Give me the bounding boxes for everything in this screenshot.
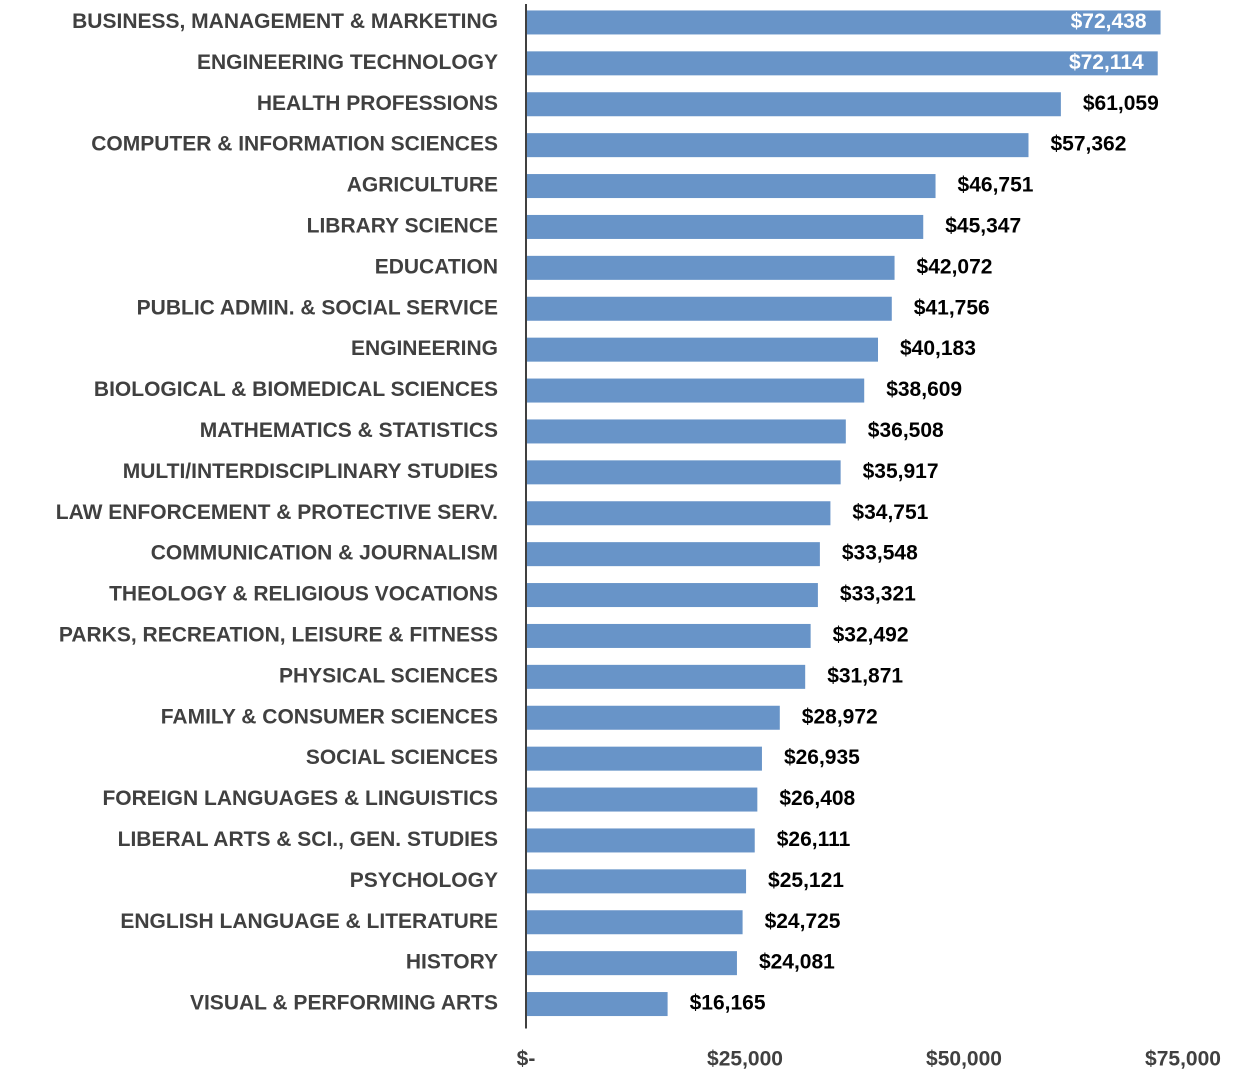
category-label: EDUCATION [375,255,498,278]
bar [526,51,1158,76]
category-label: PSYCHOLOGY [350,869,498,892]
value-label: $57,362 [1050,133,1126,156]
category-label: BUSINESS, MANAGEMENT & MARKETING [72,10,498,33]
value-label: $38,609 [886,378,962,401]
x-tick-label: $75,000 [1145,1048,1221,1071]
category-label: VISUAL & PERFORMING ARTS [190,992,498,1015]
bar [526,664,806,689]
value-label: $41,756 [914,296,990,319]
bar [526,910,743,935]
category-label: ENGLISH LANGUAGE & LITERATURE [120,910,498,933]
category-label: HEALTH PROFESSIONS [257,92,498,115]
bar [526,828,755,853]
value-label: $31,871 [827,664,903,687]
bar [526,296,892,321]
value-label: $26,111 [777,828,851,851]
bar [526,419,846,444]
value-label: $35,917 [863,460,939,483]
category-label: PARKS, RECREATION, LEISURE & FITNESS [59,623,498,646]
value-label: $61,059 [1083,92,1159,115]
value-label: $24,081 [759,951,835,974]
bar [526,92,1061,117]
x-tick-label: $- [517,1048,536,1071]
category-label: PHYSICAL SCIENCES [279,664,498,687]
x-tick-label: $25,000 [707,1048,783,1071]
bar [526,951,737,976]
bar [526,746,762,771]
bar [526,787,758,812]
bar [526,133,1029,158]
bar [526,542,820,567]
category-label: COMMUNICATION & JOURNALISM [151,542,498,565]
value-label: $26,935 [784,746,860,769]
value-label: $32,492 [833,623,909,646]
category-label: THEOLOGY & RELIGIOUS VOCATIONS [109,583,498,606]
bar [526,255,895,280]
category-label: LIBRARY SCIENCE [307,214,498,237]
category-label: COMPUTER & INFORMATION SCIENCES [91,133,498,156]
value-label: $46,751 [958,174,1034,197]
bar [526,337,879,362]
value-label: $28,972 [802,705,878,728]
category-label: LAW ENFORCEMENT & PROTECTIVE SERV. [56,501,498,524]
value-label: $72,438 [1071,10,1147,33]
value-label: $25,121 [768,869,844,892]
value-label: $45,347 [945,214,1021,237]
x-tick-label: $50,000 [926,1048,1002,1071]
bar [526,869,747,894]
value-label: $33,548 [842,542,918,565]
category-label: SOCIAL SCIENCES [306,746,498,769]
category-label: ENGINEERING [351,337,498,360]
category-label: FAMILY & CONSUMER SCIENCES [161,705,498,728]
bar [526,992,668,1017]
category-label: MULTI/INTERDISCIPLINARY STUDIES [123,460,498,483]
value-label: $16,165 [690,992,766,1015]
value-label: $34,751 [852,501,928,524]
value-label: $72,114 [1069,51,1144,74]
value-label: $40,183 [900,337,976,360]
value-label: $36,508 [868,419,944,442]
bar [526,378,865,403]
bar [526,10,1161,35]
value-label: $24,725 [765,910,841,933]
category-label: LIBERAL ARTS & SCI., GEN. STUDIES [118,828,498,851]
bar [526,705,780,730]
value-label: $26,408 [779,787,855,810]
category-label: ENGINEERING TECHNOLOGY [197,51,498,74]
bar [526,214,924,239]
bar [526,174,936,199]
category-label: PUBLIC ADMIN. & SOCIAL SERVICE [137,296,498,319]
value-label: $42,072 [917,255,993,278]
bar [526,460,841,485]
category-label: HISTORY [406,951,498,974]
bar [526,623,811,648]
value-label: $33,321 [840,583,916,606]
category-label: BIOLOGICAL & BIOMEDICAL SCIENCES [94,378,498,401]
bar [526,583,818,608]
category-label: MATHEMATICS & STATISTICS [200,419,498,442]
category-label: FOREIGN LANGUAGES & LINGUISTICS [102,787,498,810]
category-label: AGRICULTURE [347,174,498,197]
bar [526,501,831,526]
